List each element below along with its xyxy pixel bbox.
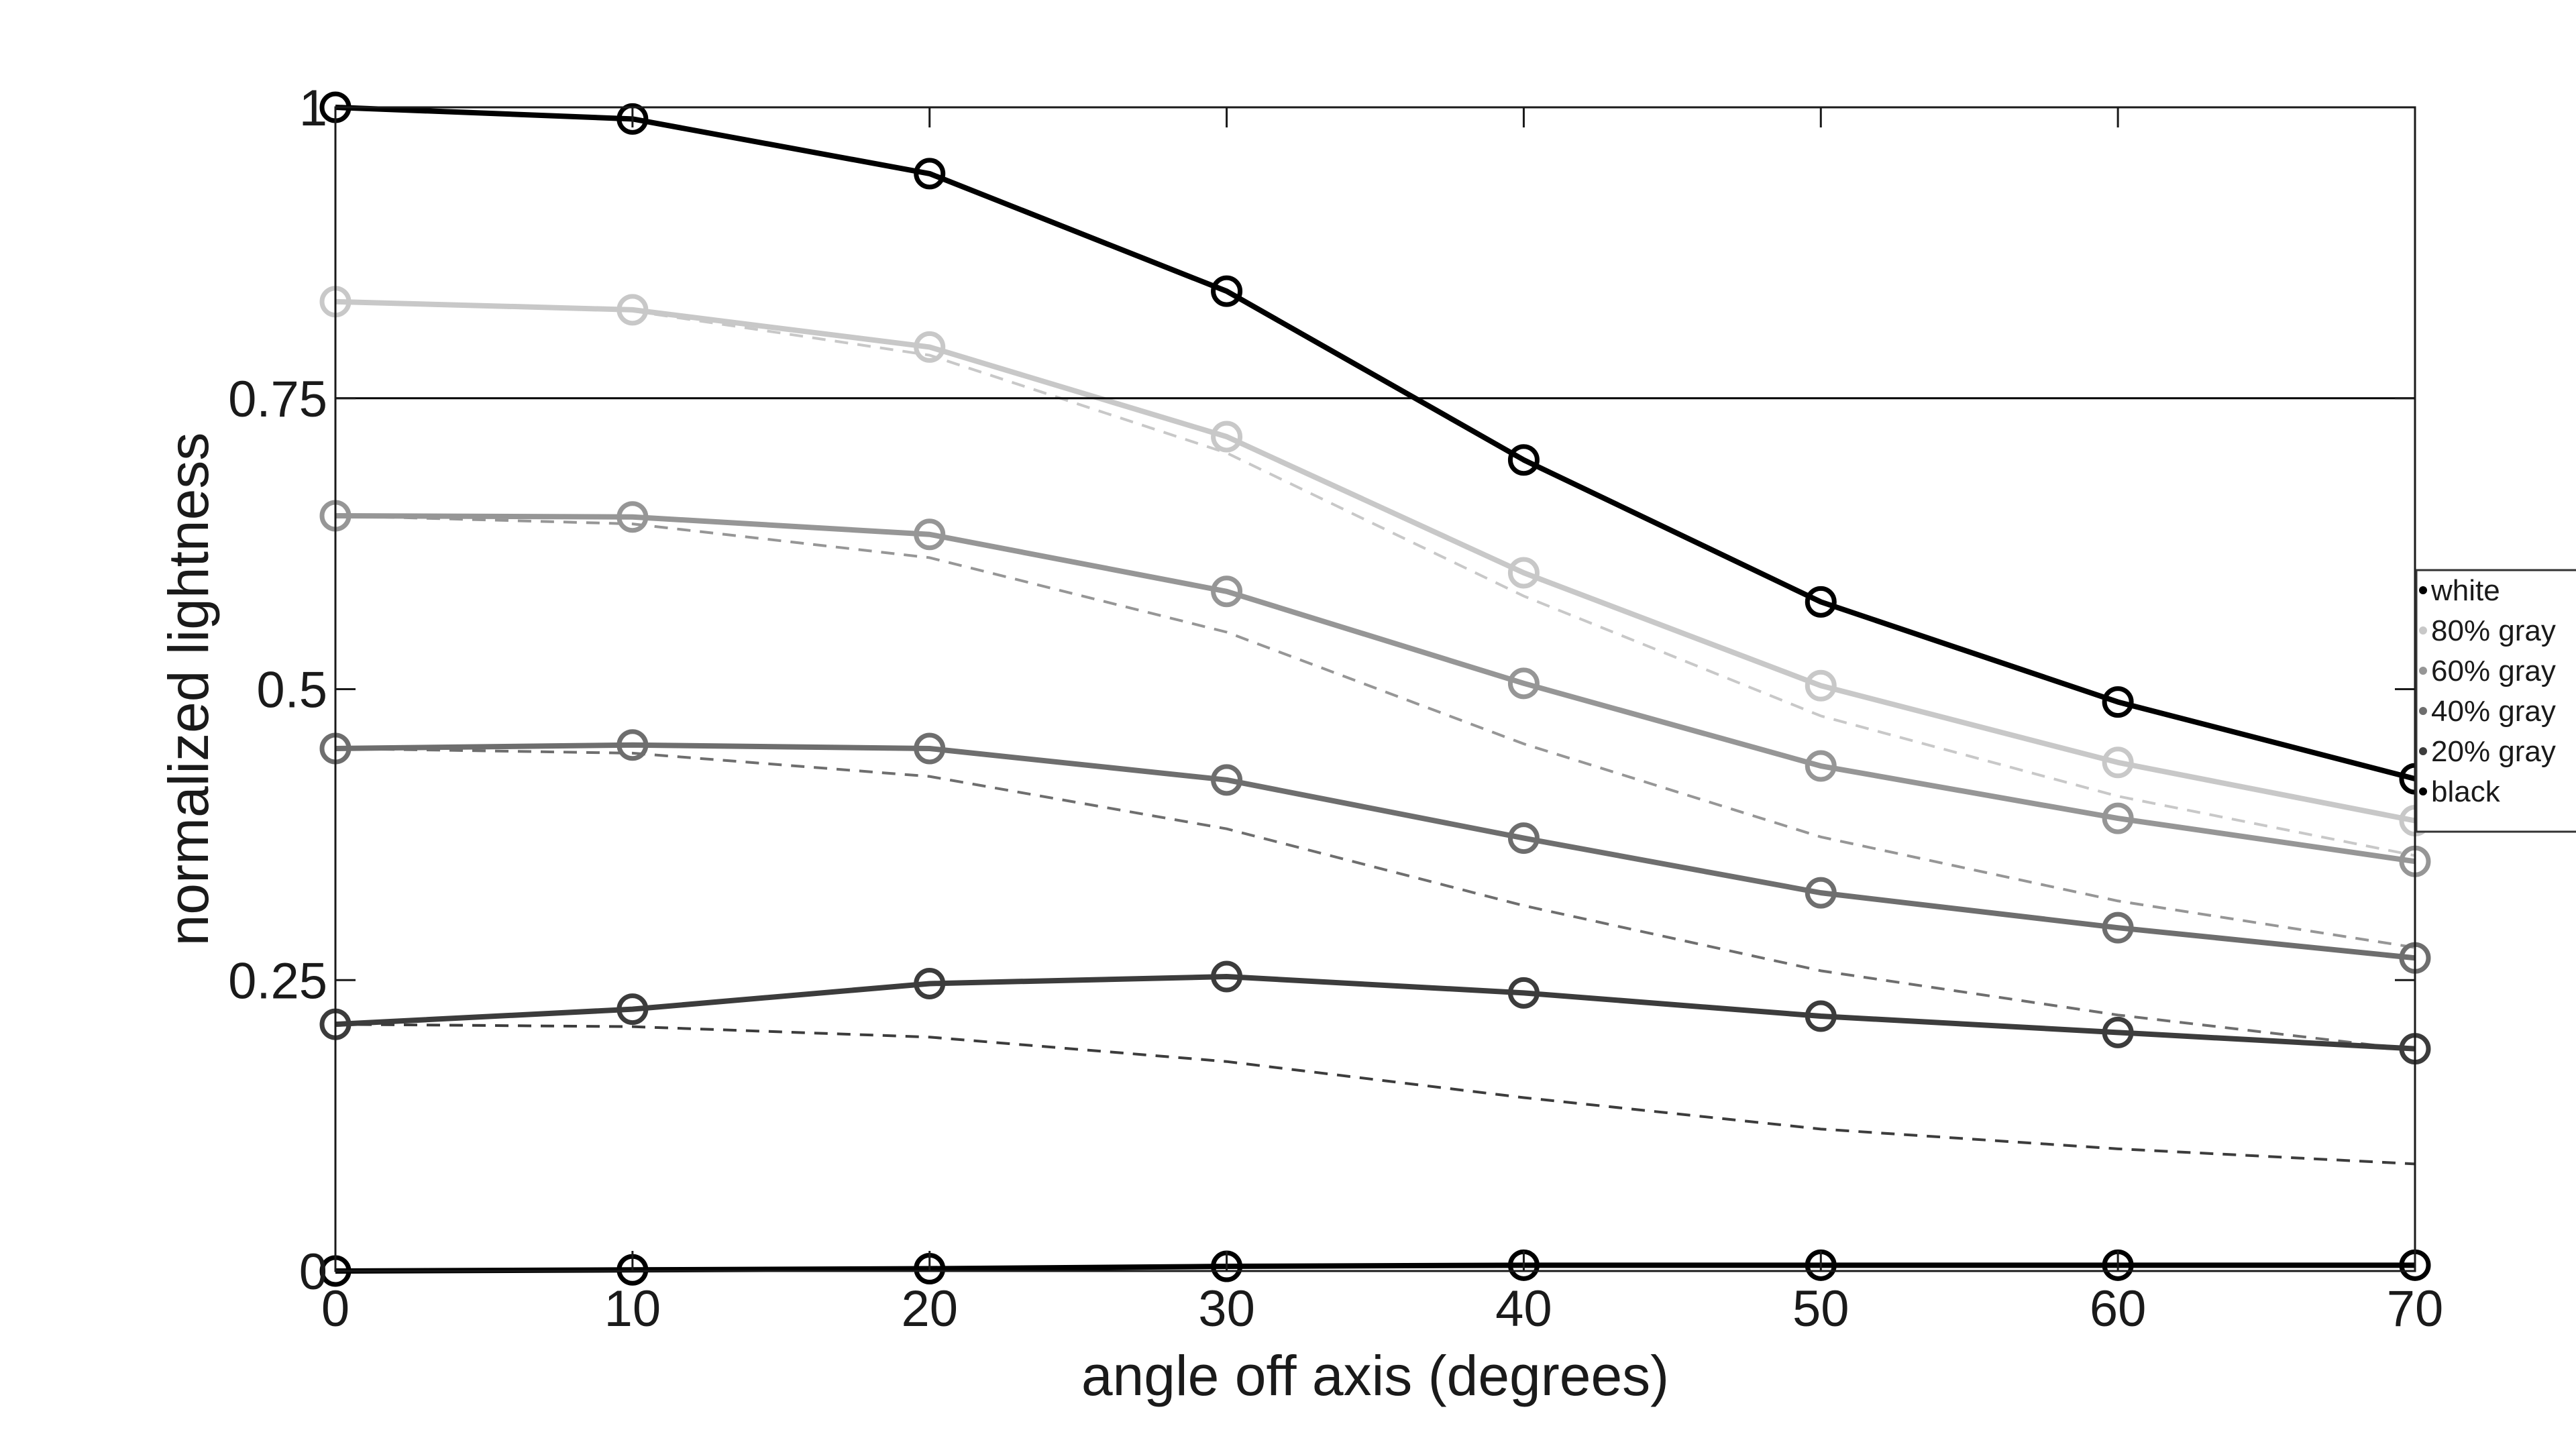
legend-label-40-gray: 40% gray [2431, 695, 2556, 728]
x-tick-label-0: 0 [321, 1280, 350, 1337]
marker-white-6 [2102, 686, 2134, 718]
legend: white 80% gray 60% gray 40% gray 20% gray bla… [2415, 569, 2576, 833]
legend-label-80-gray: 80% gray [2431, 614, 2556, 647]
y-tick-label-0: 0 [299, 1244, 327, 1301]
dashed-line-2 [335, 747, 2416, 1052]
marker-80-gray-2 [914, 331, 946, 363]
x-tick-label-6: 60 [2090, 1280, 2147, 1337]
marker-20-gray-1 [616, 993, 649, 1026]
dashed-line-0 [335, 300, 2416, 857]
x-tick-label-4: 40 [1495, 1280, 1552, 1337]
marker-60-gray-1 [616, 501, 649, 533]
marker-80-gray-3 [1211, 421, 1243, 453]
series-markers [319, 91, 2431, 1287]
x-axis-title: angle off axis (degrees) [1081, 1344, 1669, 1407]
legend-marker-black [2419, 787, 2427, 795]
x-tick-label-1: 10 [604, 1280, 661, 1337]
marker-40-gray-2 [914, 732, 946, 765]
marker-60-gray-6 [2102, 802, 2134, 834]
marker-white-2 [914, 158, 946, 190]
marker-white-1 [616, 103, 649, 135]
marker-40-gray-4 [1507, 822, 1540, 854]
y-tick-label-1: 0.25 [228, 952, 327, 1009]
marker-60-gray-4 [1507, 667, 1540, 700]
legend-marker-white [2419, 586, 2427, 594]
x-tick-label-5: 50 [1792, 1280, 1849, 1337]
marker-40-gray-5 [1805, 877, 1837, 909]
marker-20-gray-3 [1211, 960, 1243, 993]
legend-marker-80-gray [2419, 626, 2427, 635]
series-line-40-gray [335, 742, 2416, 961]
legend-label-60-gray: 60% gray [2431, 655, 2556, 687]
legend-box [2415, 569, 2576, 833]
legend-marker-60-gray [2419, 667, 2427, 675]
x-tick-label-2: 20 [901, 1280, 958, 1337]
x-tick-label-7: 70 [2387, 1280, 2444, 1337]
marker-20-gray-6 [2102, 1016, 2134, 1048]
series-line-white [335, 105, 2416, 781]
marker-60-gray-2 [914, 518, 946, 551]
legend-label-white: white [2430, 574, 2500, 607]
marker-60-gray-3 [1211, 575, 1243, 608]
marker-80-gray-5 [1805, 669, 1837, 702]
series-lines [335, 105, 2416, 1274]
marker-80-gray-1 [616, 294, 649, 326]
legend-label-black: black [2431, 775, 2501, 808]
y-tick-label-2: 0.5 [256, 662, 327, 719]
series-line-black [335, 1262, 2415, 1274]
legend-marker-40-gray [2419, 707, 2427, 715]
legend-marker-20-gray [2419, 747, 2427, 755]
series-line-60-gray [335, 512, 2416, 865]
marker-40-gray-1 [616, 729, 649, 761]
dashed-line-1 [335, 514, 2416, 949]
marker-white-3 [1211, 275, 1243, 307]
x-tick-label-3: 30 [1198, 1280, 1255, 1337]
marker-60-gray-5 [1805, 750, 1837, 782]
marker-40-gray-6 [2102, 912, 2134, 944]
legend-label-20-gray: 20% gray [2431, 735, 2556, 768]
marker-80-gray-6 [2102, 747, 2134, 779]
dashed-line-3 [335, 1023, 2416, 1166]
marker-80-gray-4 [1507, 557, 1540, 589]
series-line-20-gray [335, 974, 2416, 1052]
y-axis-title: normalized lightness [157, 433, 220, 946]
marker-20-gray-4 [1507, 977, 1540, 1009]
x-tick-labels: 0 10 20 30 40 50 60 70 [321, 1280, 2443, 1337]
y-tick-label-3: 0.75 [228, 371, 327, 428]
marker-20-gray-2 [914, 967, 946, 999]
y-tick-label-4: 1 [299, 80, 327, 137]
y-tick-labels: 0 0.25 0.5 0.75 1 [228, 80, 327, 1301]
marker-40-gray-3 [1211, 764, 1243, 796]
marker-white-4 [1507, 444, 1540, 476]
series-line-80-gray [335, 298, 2416, 824]
marker-white-5 [1805, 586, 1837, 618]
axis-ticks [334, 106, 2416, 1272]
marker-20-gray-5 [1805, 1000, 1837, 1032]
